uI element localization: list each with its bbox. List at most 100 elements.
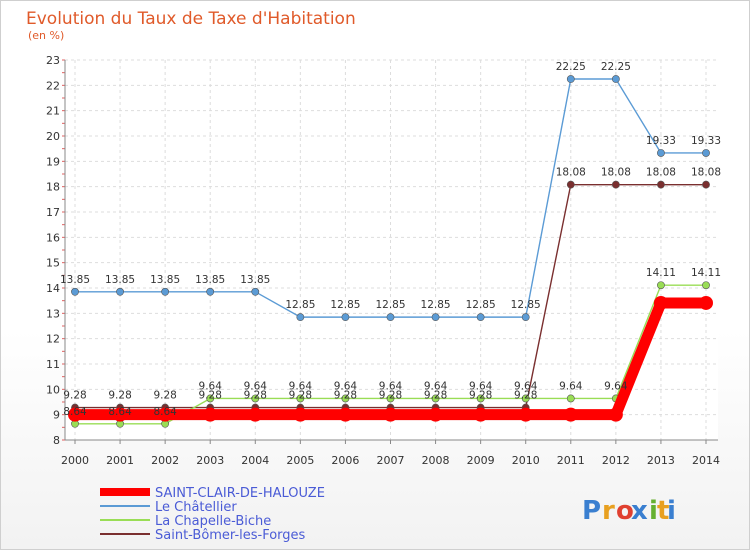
y-tick-label: 14 bbox=[46, 282, 60, 295]
data-label: 13.85 bbox=[105, 274, 135, 286]
data-label: 9.28 bbox=[379, 390, 402, 402]
data-label: 9.28 bbox=[153, 390, 176, 402]
y-tick-label: 21 bbox=[46, 105, 60, 118]
data-label: 12.85 bbox=[375, 299, 405, 311]
data-label: 9.28 bbox=[424, 390, 447, 402]
data-point bbox=[608, 407, 623, 422]
chart-title: Evolution du Taux de Taxe d'Habitation bbox=[26, 9, 356, 29]
y-tick-label: 10 bbox=[46, 383, 60, 396]
data-point bbox=[476, 313, 485, 322]
data-label: 9.28 bbox=[108, 390, 131, 402]
data-point bbox=[68, 407, 82, 422]
y-tick-label: 18 bbox=[46, 181, 60, 194]
data-point bbox=[566, 394, 575, 403]
data-label: 13.85 bbox=[240, 274, 270, 286]
y-tick-label: 22 bbox=[46, 79, 60, 92]
data-label: 22.25 bbox=[556, 61, 586, 73]
series-group bbox=[68, 75, 713, 428]
data-label: 13.85 bbox=[195, 274, 225, 286]
data-point bbox=[158, 407, 173, 422]
data-label: 9.64 bbox=[559, 380, 583, 392]
data-point bbox=[518, 407, 533, 422]
data-point bbox=[383, 407, 398, 422]
x-tick-label: 2002 bbox=[151, 454, 179, 467]
x-tick-label: 2011 bbox=[557, 454, 585, 467]
data-label: 14.11 bbox=[646, 267, 676, 279]
logo-letter: i bbox=[649, 496, 658, 526]
logo-letter: P bbox=[582, 496, 601, 526]
data-point bbox=[702, 149, 710, 157]
data-point bbox=[251, 287, 260, 296]
data-point bbox=[203, 407, 218, 422]
logo-letter: x bbox=[631, 496, 648, 526]
data-label: 8.64 bbox=[153, 406, 177, 418]
data-label: 9.64 bbox=[379, 380, 403, 392]
data-point bbox=[386, 394, 395, 403]
data-label: 12.85 bbox=[285, 299, 315, 311]
data-point bbox=[206, 287, 215, 296]
legend-label: Saint-Bômer-les-Forges bbox=[155, 528, 306, 543]
data-label: 8.64 bbox=[63, 406, 87, 418]
data-point bbox=[296, 313, 305, 322]
data-point bbox=[293, 407, 308, 422]
data-point bbox=[116, 287, 124, 296]
data-point bbox=[248, 407, 263, 422]
data-point bbox=[431, 313, 440, 322]
data-label: 13.85 bbox=[150, 274, 180, 286]
data-label: 9.64 bbox=[514, 380, 538, 392]
y-tick-label: 20 bbox=[46, 130, 60, 143]
data-label: 9.28 bbox=[334, 390, 357, 402]
data-point bbox=[473, 407, 488, 422]
data-label: 9.64 bbox=[244, 380, 268, 392]
data-label: 9.28 bbox=[514, 390, 537, 402]
data-label: 9.64 bbox=[424, 380, 448, 392]
data-point bbox=[206, 394, 215, 403]
logo-letter: t bbox=[657, 496, 669, 526]
y-tick-label: 9 bbox=[53, 409, 60, 422]
data-point bbox=[611, 75, 620, 83]
x-tick-label: 2007 bbox=[377, 454, 405, 467]
data-label: 9.64 bbox=[199, 380, 223, 392]
data-point bbox=[653, 295, 668, 310]
data-labels: 13.85 13.85 13.85 13.85 13.85 12.85 12.85 12.85… bbox=[60, 61, 721, 418]
data-label: 9.28 bbox=[289, 390, 312, 402]
data-label: 9.28 bbox=[244, 390, 267, 402]
legend-label: SAINT-CLAIR-DE-HALOUZE bbox=[155, 486, 325, 501]
y-tick-label: 15 bbox=[46, 257, 60, 270]
data-label: 9.64 bbox=[469, 380, 493, 392]
grid bbox=[65, 59, 718, 441]
data-label: 12.85 bbox=[511, 299, 541, 311]
legend-label: Le Châtellier bbox=[155, 500, 237, 515]
logo-letter: o bbox=[616, 496, 634, 526]
logo-letter: r bbox=[602, 496, 615, 526]
data-point bbox=[657, 180, 665, 189]
x-tick-label: 2013 bbox=[647, 454, 675, 467]
data-label: 12.85 bbox=[466, 299, 496, 311]
data-point bbox=[386, 313, 395, 322]
x-tick-label: 2014 bbox=[692, 454, 720, 467]
y-tick-label: 13 bbox=[46, 307, 60, 320]
data-point bbox=[521, 313, 530, 322]
x-tick-label: 2001 bbox=[106, 454, 134, 467]
plot-area bbox=[65, 60, 718, 440]
x-tick-label: 2003 bbox=[196, 454, 224, 467]
data-label: 9.64 bbox=[334, 380, 358, 392]
data-point bbox=[699, 295, 713, 310]
data-point bbox=[341, 394, 350, 403]
data-point bbox=[566, 75, 575, 83]
y-tick-label: 12 bbox=[46, 333, 60, 346]
data-point bbox=[611, 180, 620, 189]
data-label: 12.85 bbox=[421, 299, 451, 311]
y-tick-label: 23 bbox=[46, 54, 60, 67]
data-point bbox=[113, 407, 128, 422]
data-point bbox=[431, 394, 440, 403]
axes: 8 9 10 11 12 13 14 15 16 17 18 19 20 21 22 23 2000 2001 20… bbox=[46, 54, 720, 467]
data-point bbox=[521, 394, 530, 403]
data-point bbox=[657, 281, 665, 290]
data-point bbox=[476, 394, 485, 403]
data-label: 12.85 bbox=[330, 299, 360, 311]
x-tick-label: 2004 bbox=[241, 454, 269, 467]
logo-letter: i bbox=[667, 496, 676, 526]
